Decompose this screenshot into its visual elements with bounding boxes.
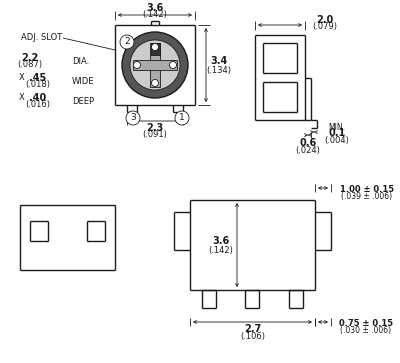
Text: .40: .40 <box>29 93 47 103</box>
Text: X: X <box>19 73 25 82</box>
Bar <box>150 43 160 87</box>
Text: MIN.: MIN. <box>328 122 346 131</box>
Text: 0.1: 0.1 <box>328 128 346 138</box>
Text: (.039 ± .006): (.039 ± .006) <box>342 192 392 201</box>
Circle shape <box>152 44 158 50</box>
Text: (.024): (.024) <box>296 146 320 155</box>
Text: (.087): (.087) <box>18 61 42 69</box>
Text: 0.6: 0.6 <box>299 138 317 148</box>
Text: (.079): (.079) <box>312 23 338 32</box>
Text: 1.00 ± 0.15: 1.00 ± 0.15 <box>340 185 394 195</box>
Text: 2.3: 2.3 <box>146 123 164 133</box>
Text: (.142): (.142) <box>208 245 234 254</box>
Circle shape <box>152 79 158 86</box>
Text: (.030 ± .006): (.030 ± .006) <box>340 326 392 335</box>
Text: (.004): (.004) <box>324 135 350 144</box>
Text: 3.6: 3.6 <box>146 3 164 13</box>
Text: 3.6: 3.6 <box>212 236 230 246</box>
Circle shape <box>120 35 134 49</box>
Text: (.018): (.018) <box>26 81 50 90</box>
Circle shape <box>122 32 188 98</box>
Text: 3: 3 <box>130 114 136 122</box>
Text: X: X <box>19 94 25 102</box>
Circle shape <box>170 61 176 69</box>
Text: 0.75 ± 0.15: 0.75 ± 0.15 <box>339 319 393 329</box>
Text: 2: 2 <box>124 37 130 46</box>
Text: (.016): (.016) <box>26 101 50 110</box>
Text: (.134): (.134) <box>206 65 232 74</box>
Text: 2.7: 2.7 <box>244 324 261 334</box>
Bar <box>150 43 160 55</box>
Text: 1: 1 <box>179 114 185 122</box>
Text: 2.0: 2.0 <box>316 15 334 25</box>
Circle shape <box>130 40 180 90</box>
Text: 3.4: 3.4 <box>210 56 228 66</box>
Circle shape <box>175 111 189 125</box>
Text: (.106): (.106) <box>240 331 265 340</box>
Text: ADJ. SLOT: ADJ. SLOT <box>21 33 62 42</box>
Bar <box>133 60 177 70</box>
Circle shape <box>126 111 140 125</box>
Text: DEEP: DEEP <box>72 97 94 106</box>
Text: .45: .45 <box>29 73 47 83</box>
Text: (.142): (.142) <box>142 11 168 20</box>
Text: 2.2: 2.2 <box>21 53 39 63</box>
Circle shape <box>134 61 140 69</box>
Text: (.091): (.091) <box>142 131 168 139</box>
Text: WIDE: WIDE <box>72 77 94 86</box>
Text: DIA.: DIA. <box>72 57 89 65</box>
